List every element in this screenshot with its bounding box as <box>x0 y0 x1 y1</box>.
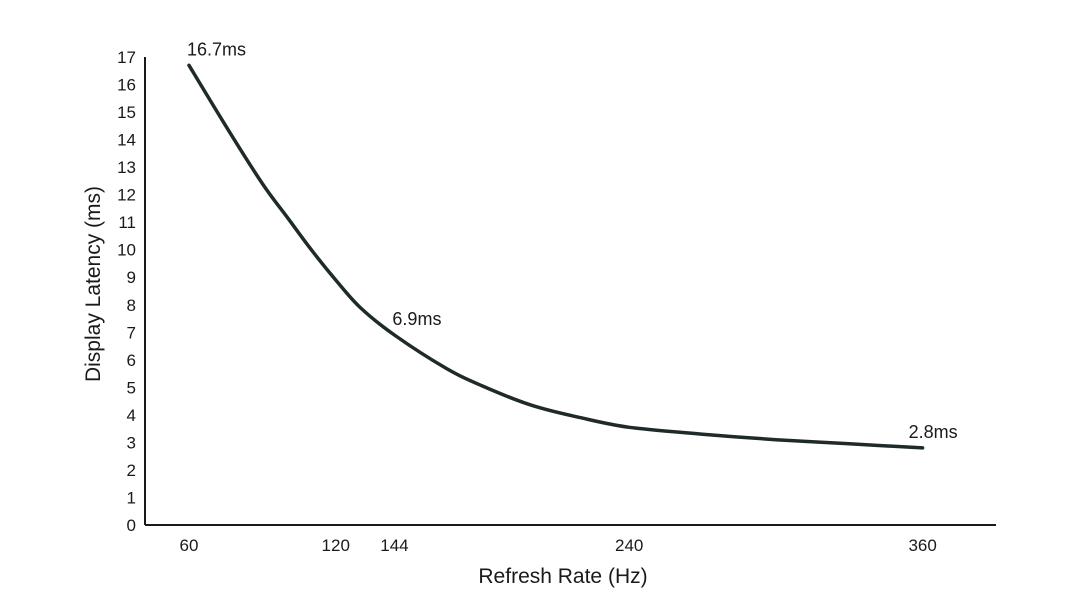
data-label: 16.7ms <box>187 39 246 59</box>
y-tick-label: 2 <box>127 461 136 480</box>
y-tick-label: 16 <box>117 76 136 95</box>
y-tick-label: 6 <box>127 351 136 370</box>
y-tick-label: 9 <box>127 268 136 287</box>
y-tick-label: 0 <box>127 516 136 535</box>
y-tick-label: 3 <box>127 433 136 452</box>
y-tick-label: 1 <box>127 488 136 507</box>
y-tick-label: 12 <box>117 186 136 205</box>
x-tick-label: 360 <box>908 536 936 555</box>
y-tick-label: 17 <box>117 48 136 67</box>
data-labels: 16.7ms 6.9ms 2.8ms <box>187 39 958 442</box>
x-tick-label: 60 <box>180 536 199 555</box>
y-tick-label: 7 <box>127 323 136 342</box>
y-tick-label: 10 <box>117 241 136 260</box>
y-tick-label: 5 <box>127 378 136 397</box>
x-tick-label: 144 <box>380 536 408 555</box>
data-label: 6.9ms <box>392 309 441 329</box>
y-tick-label: 11 <box>118 213 136 232</box>
y-tick-label: 4 <box>127 406 136 425</box>
x-axis-title: Refresh Rate (Hz) <box>478 565 647 588</box>
y-tick-label: 13 <box>117 158 136 177</box>
latency-line <box>187 63 925 450</box>
y-tick-label: 15 <box>117 103 136 122</box>
x-tick-label: 240 <box>615 536 643 555</box>
y-tick-label: 14 <box>117 131 136 150</box>
x-tick-labels: 60 120 144 240 360 <box>180 536 937 555</box>
y-axis-title: Display Latency (ms) <box>82 186 105 382</box>
data-label: 2.8ms <box>909 422 958 442</box>
x-tick-label: 120 <box>322 536 350 555</box>
y-tick-label: 8 <box>127 296 136 315</box>
